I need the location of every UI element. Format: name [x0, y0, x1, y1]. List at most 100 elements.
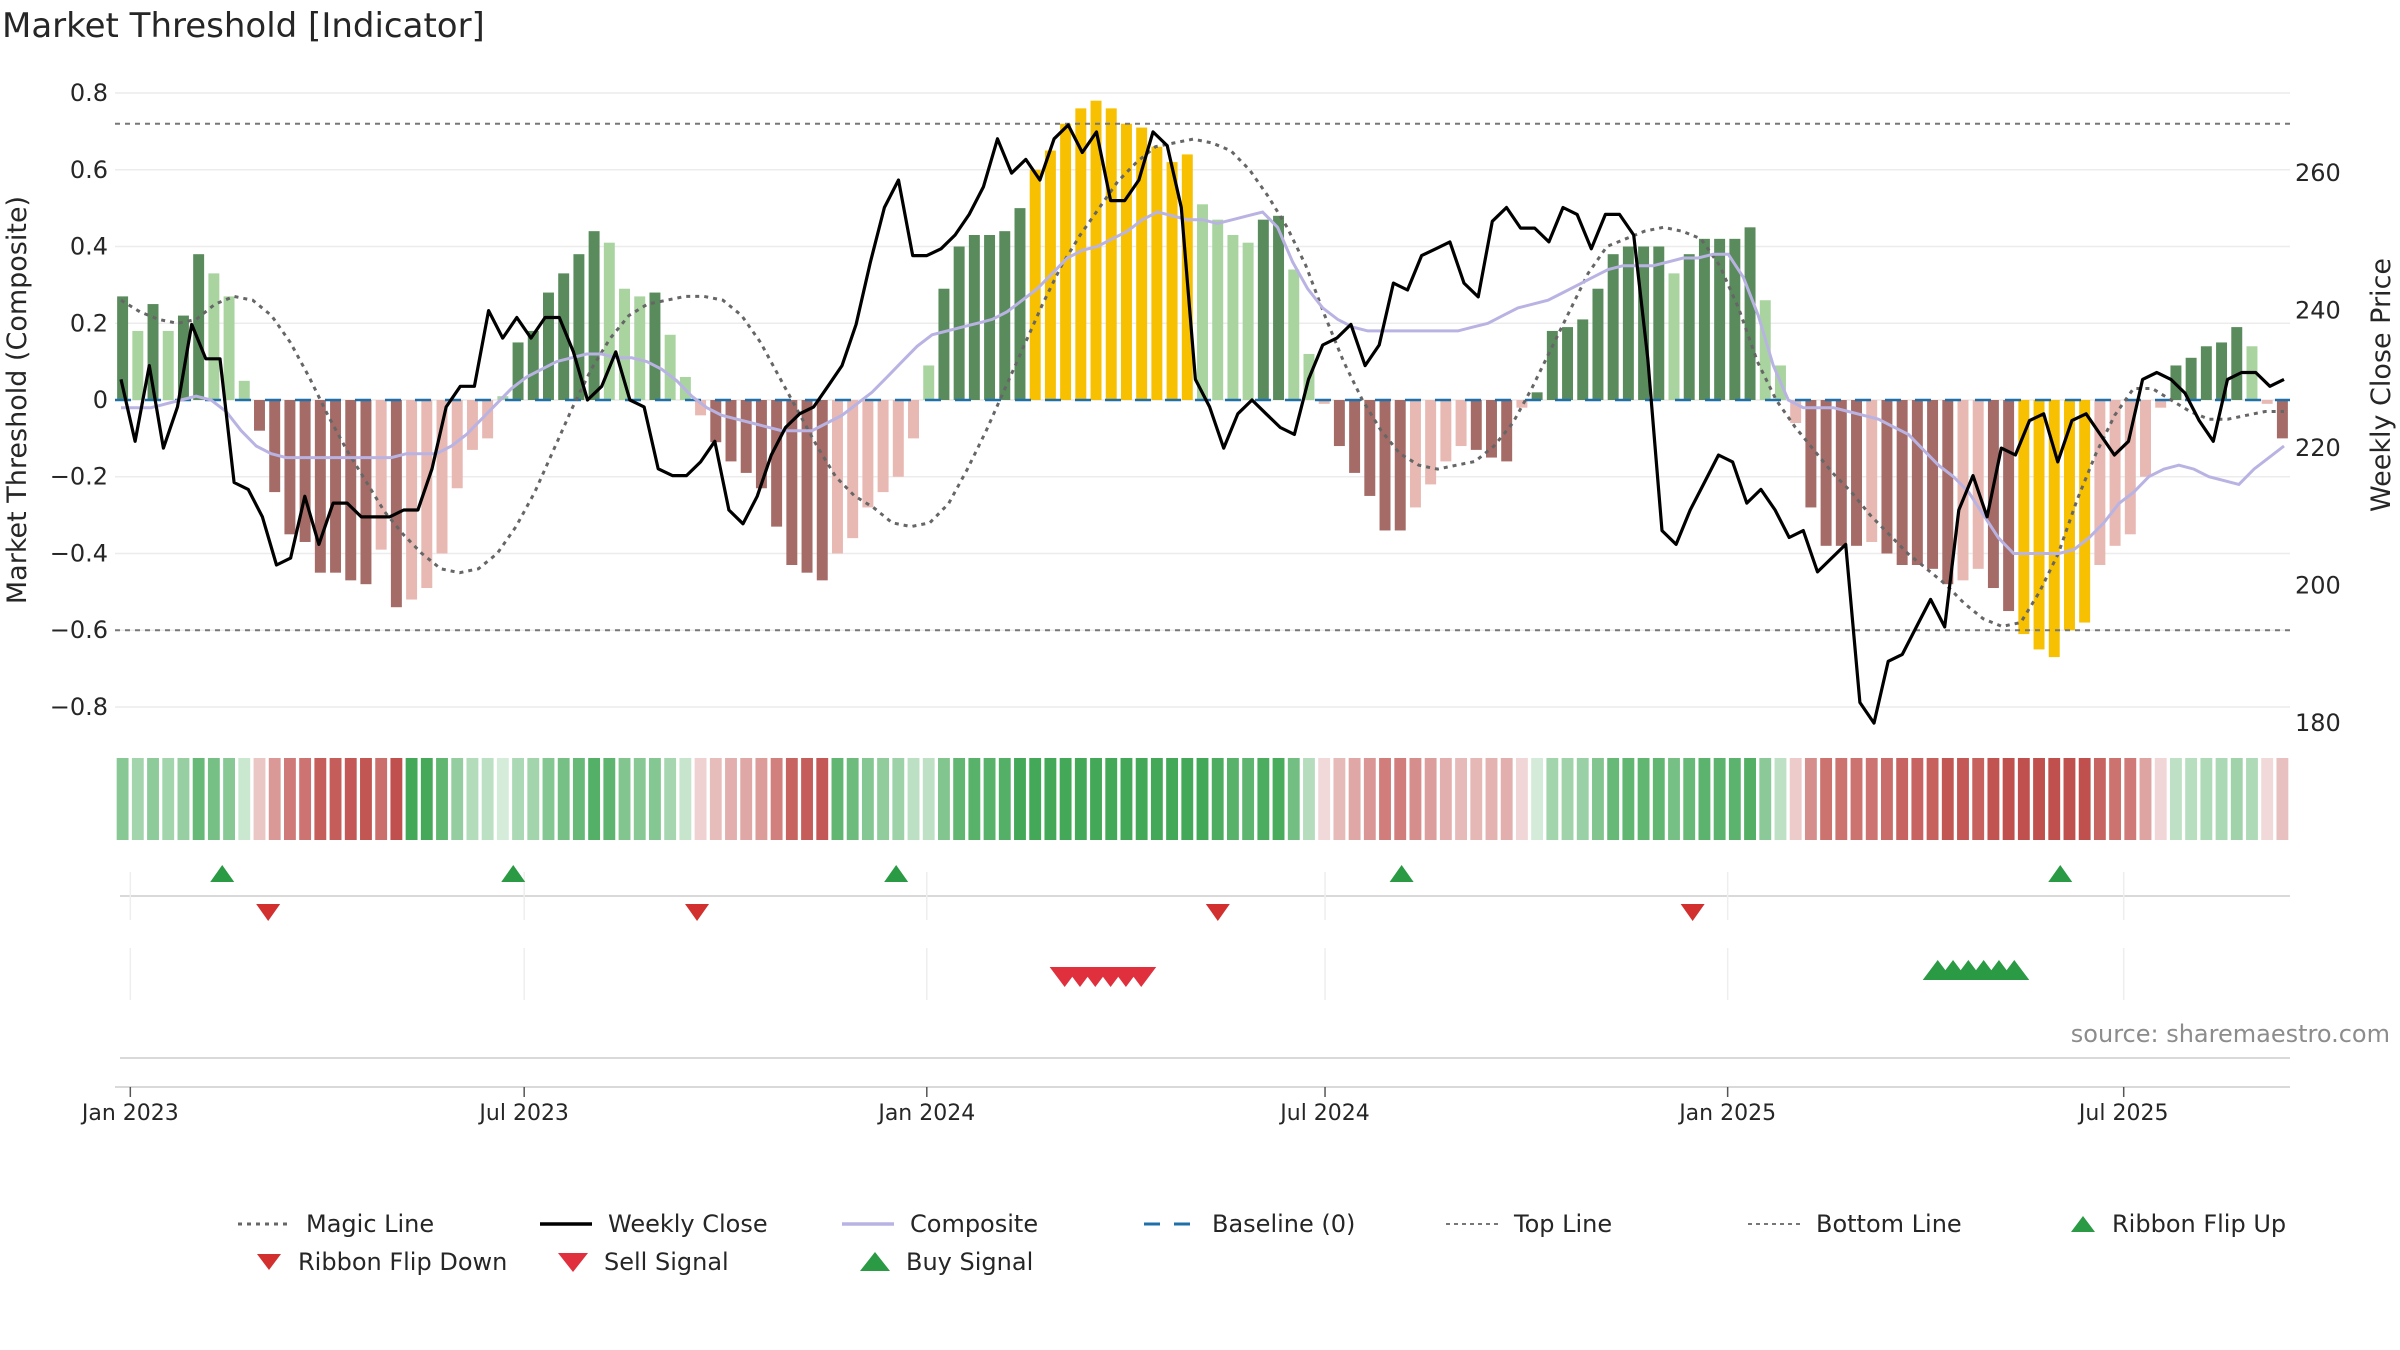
ribbon-cell — [527, 758, 540, 840]
ribbon-cell — [2246, 758, 2258, 840]
ribbon-cell — [162, 758, 175, 840]
ribbon-cell — [238, 758, 251, 840]
ribbon-cell — [785, 758, 798, 840]
ribbon-cell — [1120, 758, 1133, 840]
x-tick-label: Jan 2023 — [80, 1101, 179, 1126]
composite-bar — [1227, 235, 1239, 400]
composite-bar — [238, 380, 250, 400]
ribbon-cell — [1622, 758, 1635, 840]
composite-bar — [2048, 400, 2060, 658]
ribbon-cell — [1424, 758, 1437, 840]
composite-bar — [1318, 400, 1330, 404]
composite-bar — [345, 400, 357, 581]
composite-bar — [634, 296, 646, 400]
x-tick-label: Jan 2024 — [876, 1101, 975, 1126]
composite-bar — [1242, 242, 1254, 400]
ribbon-cell — [1135, 758, 1148, 840]
ribbon-cell — [1698, 758, 1711, 840]
composite-bar — [999, 231, 1011, 400]
ribbon-cell — [953, 758, 966, 840]
ribbon-cell — [1257, 758, 1270, 840]
composite-bar — [1364, 400, 1376, 496]
ribbon-cell — [1804, 758, 1817, 840]
composite-bar — [223, 296, 235, 400]
ribbon-cell — [451, 758, 464, 840]
legend-ribbon-flip-up: Ribbon Flip Up — [2068, 1210, 2286, 1238]
y-tick-label: −0.2 — [50, 463, 108, 491]
composite-bar — [1668, 273, 1680, 400]
ribbon-cell — [1607, 758, 1620, 840]
y-tick-label: 0.2 — [70, 309, 108, 337]
composite-bar — [725, 400, 737, 462]
ribbon-cell — [1379, 758, 1391, 840]
composite-bar — [527, 330, 539, 400]
ribbon-cell — [2033, 758, 2045, 840]
composite-bar — [1486, 400, 1497, 458]
composite-bar — [269, 400, 281, 493]
ribbon-cell — [1683, 758, 1696, 840]
legend-label: Baseline (0) — [1212, 1210, 1356, 1238]
composite-bar — [664, 334, 676, 400]
composite-bar — [1698, 238, 1710, 400]
composite-bar — [862, 400, 874, 508]
ribbon-cell — [1896, 758, 1909, 840]
ribbon-cell — [2154, 758, 2167, 840]
ribbon-flip-up-marker — [884, 865, 909, 882]
y2-axis-label: Weekly Close Price — [2366, 258, 2397, 512]
legend-label: Ribbon Flip Up — [2112, 1210, 2287, 1238]
ribbon-flip-down-marker — [256, 904, 281, 921]
composite-bar — [1501, 400, 1513, 462]
ribbon-cell — [1759, 758, 1772, 840]
composite-bar — [1607, 254, 1619, 400]
composite-bar — [710, 400, 722, 443]
ribbon-cell — [588, 758, 601, 840]
ribbon-cell — [1592, 758, 1604, 840]
composite-bar — [1090, 100, 1102, 400]
ribbon-cell — [1348, 758, 1361, 840]
composite-bar — [1729, 238, 1741, 400]
ribbon-cell — [1500, 758, 1513, 840]
ribbon-cell — [1318, 758, 1331, 840]
composite-bar — [451, 400, 463, 489]
composite-bar — [1531, 392, 1543, 400]
ribbon-cell — [1561, 758, 1574, 840]
ribbon-cell — [983, 758, 996, 840]
ribbon-cell — [1926, 758, 1939, 840]
composite-bar — [1166, 162, 1178, 400]
legend-label: Weekly Close — [608, 1210, 768, 1238]
composite-bar — [740, 400, 752, 473]
ribbon-flip-down-marker — [1205, 904, 1230, 921]
composite-bar — [482, 400, 494, 439]
composite-bar — [2094, 400, 2106, 565]
composite-bar — [299, 400, 311, 542]
composite-bar — [117, 296, 129, 400]
ribbon-cell — [2200, 758, 2213, 840]
composite-bar — [2079, 400, 2091, 623]
sell-signal-marker — [1126, 967, 1157, 987]
composite-bar — [1942, 400, 1954, 585]
ribbon-cell — [679, 758, 692, 840]
ribbon-cell — [253, 758, 266, 840]
composite-bar — [1972, 400, 1984, 569]
ribbon-cell — [1941, 758, 1954, 840]
legend-bottom-line: Bottom Line — [1746, 1210, 1962, 1238]
ribbon-cell — [1272, 758, 1285, 840]
ribbon-cell — [1150, 758, 1163, 840]
composite-bar — [2063, 400, 2075, 631]
ribbon-cell — [618, 758, 631, 840]
ribbon-cell — [390, 758, 403, 840]
ribbon-cell — [1074, 758, 1087, 840]
legend-label: Composite — [910, 1210, 1039, 1238]
composite-bar — [968, 235, 980, 400]
y2-tick-label: 240 — [2295, 297, 2341, 325]
composite-bar — [847, 400, 859, 539]
ribbon-cell — [557, 758, 570, 840]
composite-bar — [466, 400, 478, 450]
ribbon-cell — [664, 758, 677, 840]
ribbon-cell — [968, 758, 981, 840]
ribbon-cell — [344, 758, 357, 840]
y-tick-label: −0.4 — [50, 539, 108, 567]
ribbon-cell — [861, 758, 874, 840]
ribbon-cell — [466, 758, 479, 840]
ribbon-cell — [1333, 758, 1346, 840]
